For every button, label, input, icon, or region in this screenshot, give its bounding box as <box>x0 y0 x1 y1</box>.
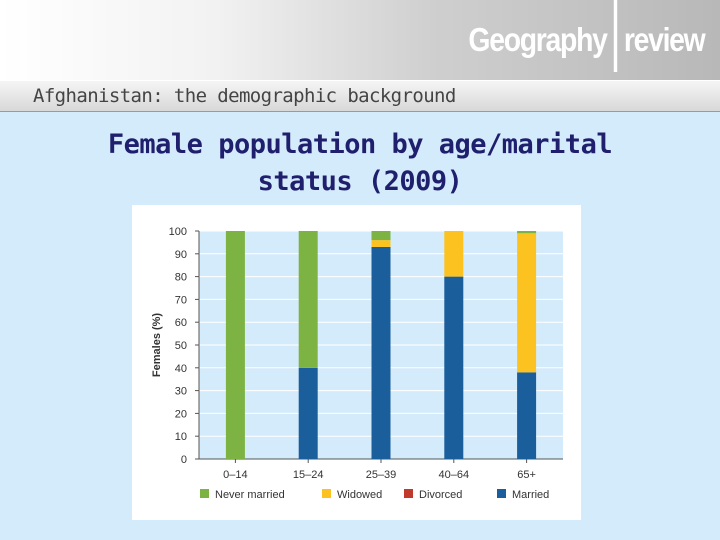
bar-segment-married <box>517 372 537 459</box>
x-tick-label: 15–24 <box>293 469 324 481</box>
y-tick-label: 50 <box>175 340 187 352</box>
y-tick-label: 40 <box>175 363 187 375</box>
geography-review-logo: Geography review <box>467 0 705 80</box>
bar-segment-widowed <box>517 233 537 373</box>
slide-title-line-1: Female population by age/marital <box>107 129 613 160</box>
legend-label: Never married <box>215 489 285 501</box>
y-tick-label: 80 <box>175 272 187 284</box>
x-tick-label: 25–39 <box>366 469 397 481</box>
chart-panel: 0 10 20 30 40 50 60 70 80 90 100 0–14 15–24 25–39 40–6… <box>132 205 581 520</box>
logo-right-text: review <box>623 21 705 58</box>
legend-swatch <box>497 489 506 498</box>
legend-label: Widowed <box>337 489 382 501</box>
legend-label: Married <box>512 489 549 501</box>
y-tick-label: 100 <box>169 226 187 238</box>
y-tick-label: 70 <box>175 294 187 306</box>
y-tick-label: 20 <box>175 408 187 420</box>
legend-label: Divorced <box>419 489 462 501</box>
y-tick-label: 60 <box>175 317 187 329</box>
legend-swatch <box>200 489 209 498</box>
subtitle-bar: Afghanistan: the demographic background <box>0 80 720 112</box>
y-tick-label: 90 <box>175 249 187 261</box>
header-banner: Geography review <box>0 0 720 80</box>
slide-title: Female population by age/marital status … <box>0 126 720 200</box>
legend-swatch <box>322 489 331 498</box>
bar-segment-never-married <box>371 231 391 241</box>
x-tick-label: 40–64 <box>439 469 470 481</box>
x-tick-label: 65+ <box>517 469 536 481</box>
y-tick-label: 0 <box>181 454 187 466</box>
bar-segment-married <box>298 367 318 459</box>
slide-title-line-2: status (2009) <box>257 166 463 197</box>
bar-segment-widowed <box>444 231 464 277</box>
bar-segment-never-married <box>517 231 537 234</box>
x-tick-label: 0–14 <box>223 469 247 481</box>
stacked-bar-chart: 0 10 20 30 40 50 60 70 80 90 100 0–14 15–24 25–39 40–6… <box>151 226 563 501</box>
bar-segment-never-married <box>225 231 245 459</box>
y-tick-label: 30 <box>175 386 187 398</box>
bar-segment-married <box>444 276 464 459</box>
y-tick-label: 10 <box>175 431 187 443</box>
logo-divider <box>613 0 617 72</box>
bar-segment-never-married <box>298 231 318 368</box>
bar-segment-married <box>371 246 391 459</box>
bar-segment-widowed <box>371 240 391 247</box>
legend-swatch <box>404 489 413 498</box>
logo-left-text: Geography <box>467 21 607 58</box>
y-axis-label: Females (%) <box>151 313 163 378</box>
slide-subtitle: Afghanistan: the demographic background <box>33 85 456 107</box>
